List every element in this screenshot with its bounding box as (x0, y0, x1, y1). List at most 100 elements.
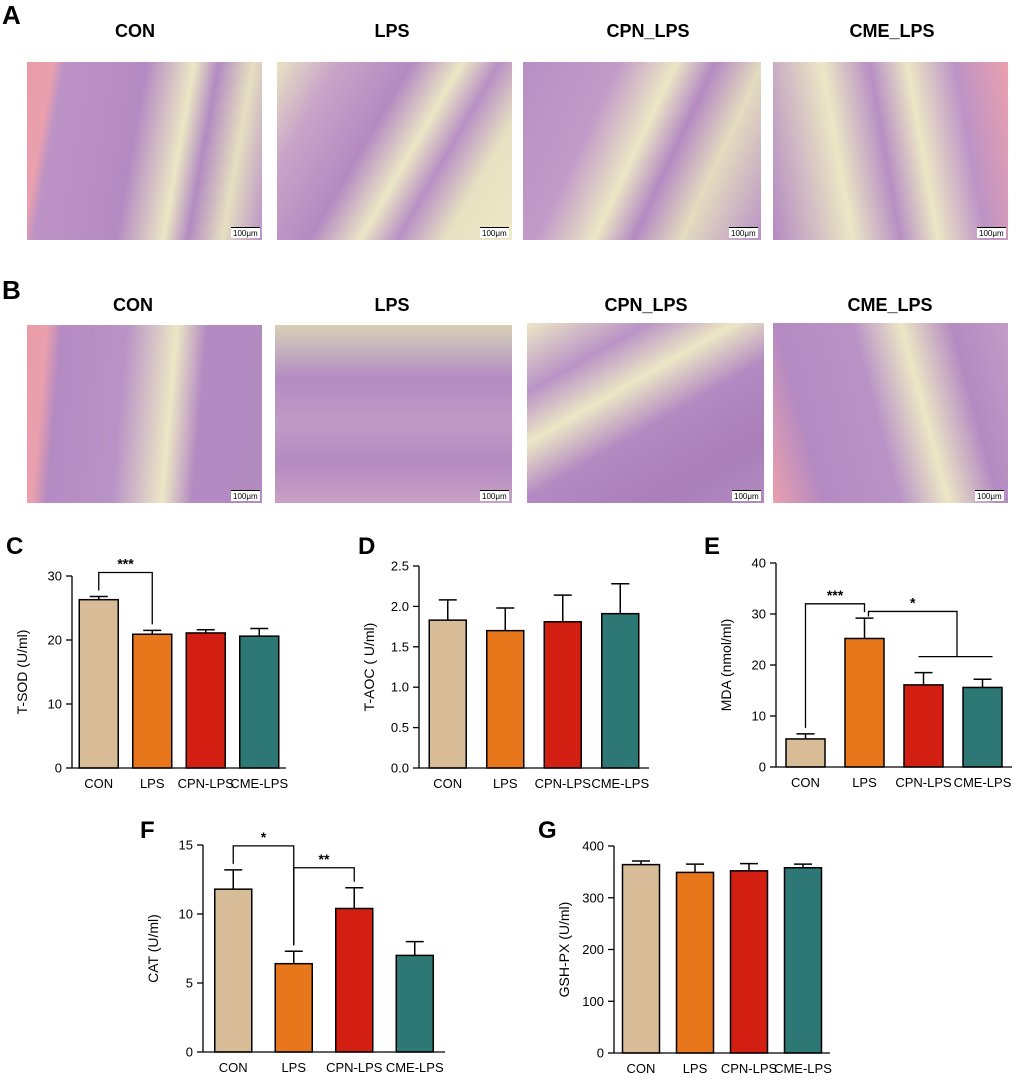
y-tick-label-c: 10 (48, 697, 62, 712)
bar-g (729, 870, 769, 1054)
bar-c (132, 633, 173, 769)
panel-label-d: D (358, 533, 375, 560)
scale-bar-a-cpn-lps: 100μm (729, 227, 758, 238)
y-tick-label-c: 0 (55, 761, 62, 776)
x-tick-label-e: CPN-LPS (895, 775, 952, 790)
bar-g (621, 863, 661, 1054)
x-tick-label-f: CON (219, 1060, 248, 1075)
y-axis-label-g: GSH-PX (U/ml) (556, 902, 572, 998)
significance-label-f: ** (319, 851, 330, 867)
panel-b-title-cpn-lps: CPN_LPS (604, 295, 688, 315)
x-tick-label-c: CPN-LPS (178, 776, 235, 791)
y-tick-label-g: 200 (582, 942, 604, 957)
x-tick-label-e: LPS (852, 775, 877, 790)
x-tick-label-c: CON (84, 776, 113, 791)
x-tick-label-g: CON (627, 1061, 656, 1076)
x-tick-label-g: CME-LPS (774, 1061, 832, 1076)
y-tick-label-f: 15 (179, 838, 193, 853)
y-tick-label-e: 20 (752, 658, 766, 673)
scale-bar-a-con: 100μm (231, 227, 260, 238)
y-tick-label-e: 30 (752, 607, 766, 622)
scale-bar-a-lps: 100μm (480, 227, 509, 238)
panel-b-title-cme-lps: CME_LPS (847, 295, 933, 315)
y-tick-label-e: 0 (759, 760, 766, 775)
bar-g (675, 871, 715, 1054)
significance-bracket-c (98, 571, 153, 625)
x-tick-label-g: CPN-LPS (721, 1061, 778, 1076)
bar-e (785, 738, 826, 768)
bar-d (486, 629, 525, 769)
scale-bar-b-cme-lps: 100μm (975, 490, 1004, 501)
significance-label-c: *** (117, 555, 134, 571)
bar-c (78, 598, 119, 769)
x-tick-label-c: LPS (140, 776, 165, 791)
significance-label-f: * (261, 829, 267, 845)
y-tick-label-d: 1.5 (391, 639, 409, 654)
histology-image-a-cme-lps (773, 62, 1008, 240)
y-axis-label-c: T-SOD (U/ml) (14, 630, 30, 715)
histology-image-b-lps (275, 325, 512, 503)
y-tick-label-d: 0.0 (391, 761, 409, 776)
y-tick-label-c: 20 (48, 633, 62, 648)
bar-f (335, 907, 374, 1053)
bar-d (543, 621, 582, 769)
x-tick-label-d: CON (433, 776, 462, 791)
scale-bar-b-con: 100μm (231, 490, 260, 501)
panel-label-g: G (538, 817, 557, 844)
y-tick-label-d: 2.5 (391, 559, 409, 574)
x-tick-label-d: LPS (493, 776, 518, 791)
x-tick-label-d: CME-LPS (591, 776, 649, 791)
x-tick-label-e: CON (791, 775, 820, 790)
y-tick-label-f: 5 (186, 976, 193, 991)
significance-bracket-f (293, 867, 355, 946)
bar-e (844, 637, 885, 768)
y-tick-label-f: 10 (179, 907, 193, 922)
x-tick-label-f: LPS (281, 1060, 306, 1075)
panel-label-f: F (140, 817, 155, 844)
y-tick-label-g: 400 (582, 839, 604, 854)
y-tick-label-g: 300 (582, 890, 604, 905)
histology-image-b-con (27, 325, 262, 503)
panel-a-title-con: CON (115, 21, 155, 41)
scale-bar-b-cpn-lps: 100μm (732, 490, 761, 501)
panel-label-a: A (2, 0, 21, 30)
bar-c (239, 635, 280, 769)
panel-label-c: C (6, 533, 23, 560)
significance-bracket-e (867, 610, 958, 657)
panel-a-title-cpn-lps: CPN_LPS (606, 21, 690, 41)
significance-label-e: * (910, 594, 916, 610)
bar-f (395, 954, 434, 1053)
histology-image-a-con (27, 62, 262, 240)
y-axis-label-e: MDA (nmol/ml) (718, 619, 734, 712)
y-axis-label-f: CAT (U/ml) (145, 914, 161, 983)
y-tick-label-f: 0 (186, 1045, 193, 1060)
x-tick-label-f: CME-LPS (386, 1060, 444, 1075)
bar-f (274, 962, 313, 1053)
histology-image-b-cme-lps (773, 323, 1008, 503)
y-tick-label-g: 0 (597, 1046, 604, 1061)
panel-a-title-cme-lps: CME_LPS (849, 21, 935, 41)
y-tick-label-e: 10 (752, 709, 766, 724)
bar-g (783, 866, 823, 1054)
bar-c (185, 632, 226, 769)
panel-label-e: E (704, 533, 720, 560)
x-tick-label-d: CPN-LPS (535, 776, 592, 791)
bar-d (428, 619, 467, 769)
histology-image-a-cpn-lps (523, 62, 761, 240)
x-tick-label-c: CME-LPS (230, 776, 288, 791)
bar-d (601, 612, 640, 769)
x-tick-label-g: LPS (683, 1061, 708, 1076)
scale-bar-a-cme-lps: 100μm (977, 227, 1006, 238)
y-tick-label-d: 0.5 (391, 720, 409, 735)
histology-image-b-cpn-lps (527, 323, 764, 503)
x-tick-label-e: CME-LPS (954, 775, 1012, 790)
panel-b-title-con: CON (113, 295, 153, 315)
y-axis-label-d: T-AOC ( U/ml) (361, 623, 377, 712)
panel-a-title-lps: LPS (374, 21, 410, 41)
bar-e (903, 684, 944, 768)
y-tick-label-g: 100 (582, 994, 604, 1009)
bar-f (214, 888, 253, 1053)
y-tick-label-e: 40 (752, 556, 766, 571)
panel-b-title-lps: LPS (374, 295, 410, 315)
